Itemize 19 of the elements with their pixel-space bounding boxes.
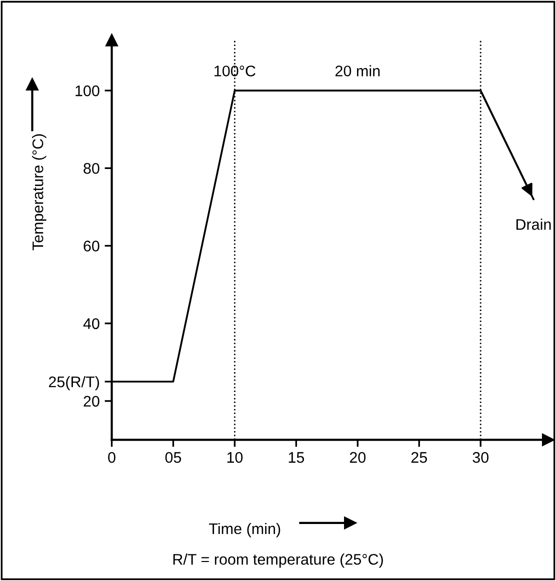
y-tick-label: 40 [83, 318, 100, 330]
text: R/T = room temperature (25°C) [173, 554, 383, 568]
y-axis-title: Temperature (°C) [32, 134, 46, 250]
y-tick-label: 25(R/T) [48, 376, 100, 390]
x-tick-label: 25 [411, 452, 427, 463]
x-tick-label: 15 [288, 452, 304, 463]
y-tick-label: 80 [84, 163, 100, 174]
x-tick-label: 0 [108, 452, 116, 463]
annotation: Drain [516, 218, 551, 230]
annotation: 100°C [214, 66, 256, 76]
x-tick-label: 10 [227, 452, 243, 463]
x-axis-title: Time (min) [209, 522, 280, 538]
x-tick-label: 05 [165, 452, 182, 463]
annotation: 20 min [335, 65, 380, 76]
y-tick-label: 100 [76, 85, 100, 96]
y-tick-label: 20 [84, 396, 100, 407]
x-tick-label: 20 [350, 452, 366, 463]
y-tick-label: 60 [84, 240, 100, 252]
x-tick-label: 30 [472, 452, 488, 463]
